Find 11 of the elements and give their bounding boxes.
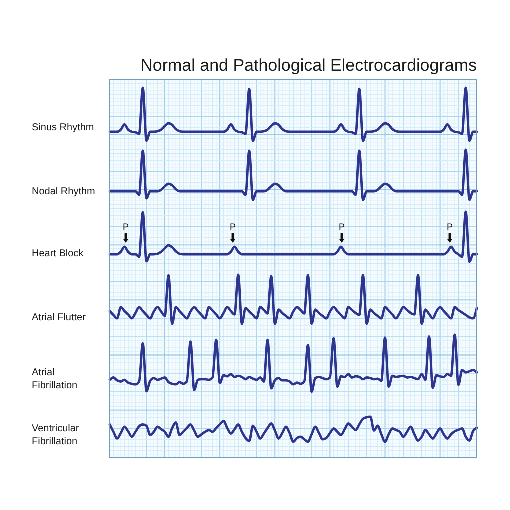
annotation: P xyxy=(338,222,346,232)
y-axis-title: Nodal Rhythm xyxy=(32,186,96,198)
annotation: P xyxy=(230,222,236,232)
annotation: P xyxy=(446,222,454,232)
chart-title: Normal and Pathological Electrocardiograms xyxy=(140,56,477,75)
y-axis-title: Atrial Flutter xyxy=(32,312,87,324)
y-axis-title: Heart Block xyxy=(32,248,85,260)
annotation: P xyxy=(122,222,130,232)
y-axis-title: Atrial Fibrillation xyxy=(32,368,78,392)
y-axis-title: Ventricular Fibrillation xyxy=(32,424,80,448)
y-axis-title: Sinus Rhythm xyxy=(32,122,94,134)
